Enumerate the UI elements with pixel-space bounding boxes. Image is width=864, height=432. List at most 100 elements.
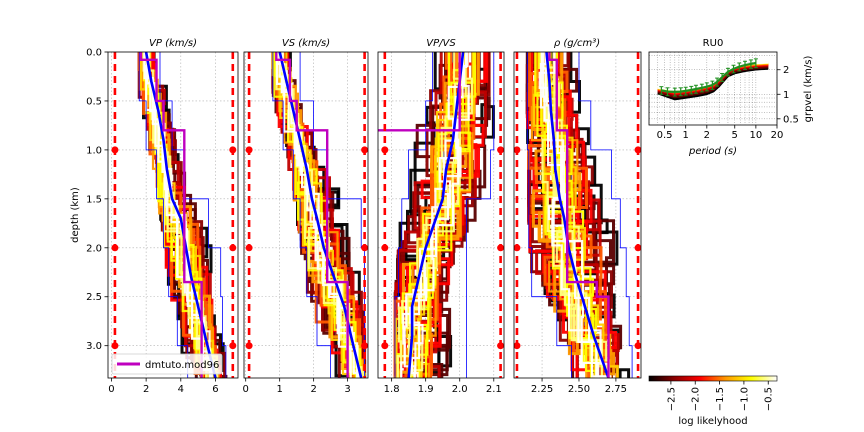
percentile-line bbox=[272, 52, 345, 378]
median-line bbox=[407, 52, 465, 378]
reference-model-line bbox=[548, 52, 610, 378]
vs-plot-area bbox=[244, 52, 368, 378]
prior-bound-marker bbox=[245, 342, 253, 350]
prior-bound-marker bbox=[229, 146, 237, 154]
prior-bound-marker bbox=[634, 146, 641, 154]
prior-bound-marker bbox=[111, 342, 119, 350]
vp-x-axis: 0 2 4 6 bbox=[108, 378, 219, 395]
panel-vs: VS (km/s) 0 1 2 3 bbox=[243, 38, 369, 395]
y-tick-label: 1.5 bbox=[86, 194, 102, 205]
dispersion-x-axis: 0.5 1 2 5 10 20 bbox=[657, 125, 784, 141]
x-tick-label: 6 bbox=[212, 384, 218, 395]
colorbar-gradient bbox=[648, 375, 778, 382]
prior-bound-marker bbox=[634, 342, 641, 350]
colorbar-tick-label: −0.5 bbox=[764, 387, 775, 411]
percentile-line bbox=[159, 52, 227, 378]
x-tick-label: 5 bbox=[732, 130, 738, 141]
percentile-line bbox=[394, 52, 433, 378]
density-title: ρ (g/cm³) bbox=[554, 38, 600, 49]
reference-model-line bbox=[378, 52, 461, 132]
panel-vpvs: VP/VS 1.8 1.9 2.0 2.1 bbox=[377, 38, 505, 395]
x-tick-label: 20 bbox=[771, 130, 784, 141]
x-tick-label: 2 bbox=[310, 384, 316, 395]
y-tick-label: 0.5 bbox=[783, 114, 799, 125]
vs-x-axis: 0 1 2 3 bbox=[243, 378, 351, 395]
predicted-dispersion-curve bbox=[657, 68, 769, 101]
y-tick-label: 0.5 bbox=[86, 96, 102, 107]
x-tick-label: 2 bbox=[704, 130, 710, 141]
x-tick-label: 1.9 bbox=[418, 384, 434, 395]
dispersion-y-axis: 0.5 1 2 bbox=[777, 65, 799, 125]
x-tick-label: 2.25 bbox=[531, 384, 553, 395]
prior-bound-marker bbox=[634, 244, 641, 252]
dispersion-plot-area bbox=[649, 52, 777, 125]
density-x-axis: 2.25 2.50 2.75 bbox=[531, 378, 627, 395]
vp-title: VP (km/s) bbox=[149, 38, 197, 49]
x-tick-label: 2.75 bbox=[605, 384, 627, 395]
reference-model-line bbox=[139, 52, 203, 378]
ensemble-model-line bbox=[143, 52, 215, 378]
ensemble-model-line bbox=[403, 52, 464, 378]
prior-bound-marker bbox=[497, 244, 504, 252]
x-tick-label: 2.1 bbox=[486, 384, 502, 395]
prior-bound-marker bbox=[111, 146, 119, 154]
x-tick-label: 2 bbox=[143, 384, 149, 395]
x-tick-label: 2.50 bbox=[568, 384, 590, 395]
ensemble-model-line bbox=[542, 52, 610, 378]
prior-bound-marker bbox=[361, 244, 368, 252]
y-tick-label: 3.0 bbox=[86, 341, 102, 352]
colorbar: −2.5 −2.0 −1.5 −1.0 −0.5 log likelyhood bbox=[648, 375, 778, 427]
vpvs-plot-area bbox=[378, 52, 504, 378]
vs-frame bbox=[243, 51, 369, 379]
vpvs-frame bbox=[377, 51, 505, 379]
prior-bound-marker bbox=[514, 146, 521, 154]
x-tick-label: 2.0 bbox=[452, 384, 468, 395]
prior-bound-marker bbox=[514, 342, 521, 350]
legend-entry-reference-model: dmtuto.mod96 bbox=[145, 360, 219, 371]
x-tick-label: 10 bbox=[750, 130, 763, 141]
prior-bound-marker bbox=[111, 244, 119, 252]
colorbar-label: log likelyhood bbox=[678, 416, 747, 427]
vpvs-x-axis: 1.8 1.9 2.0 2.1 bbox=[384, 378, 502, 395]
percentile-line bbox=[138, 52, 199, 378]
dispersion-title: RU0 bbox=[703, 38, 724, 49]
prior-bound-marker bbox=[497, 342, 504, 350]
vs-title: VS (km/s) bbox=[282, 38, 330, 49]
prior-bound-marker bbox=[514, 244, 521, 252]
colorbar-tick-label: −1.5 bbox=[715, 387, 726, 411]
y-tick-label: 1.0 bbox=[86, 145, 102, 156]
y-tick-label: 2 bbox=[783, 65, 789, 76]
vpvs-title: VP/VS bbox=[426, 38, 456, 49]
dispersion-ylabel: grpvel (km/s) bbox=[803, 56, 814, 123]
x-tick-label: 3 bbox=[344, 384, 350, 395]
panel-density: ρ (g/cm³) 2.25 2.50 2.75 bbox=[513, 38, 642, 395]
x-tick-label: 1.8 bbox=[384, 384, 400, 395]
vp-y-axis: 0.0 0.5 1.0 1.5 2.0 2.5 3.0 bbox=[86, 48, 108, 352]
y-tick-label: 2.5 bbox=[86, 292, 102, 303]
reference-model-line bbox=[275, 52, 349, 378]
panel-vp: VP (km/s) 0 2 4 6 0.0 0.5 1.0 1.5 2.0 2.5 3.0 dep… bbox=[70, 38, 239, 395]
prior-bound-marker bbox=[361, 342, 368, 350]
panel-dispersion: RU0 0.5 1 2 5 10 20 0.5 1 2 period (s) grpvel (… bbox=[648, 38, 814, 157]
legend-box bbox=[111, 353, 223, 375]
colorbar-tick-label: −1.0 bbox=[739, 387, 750, 411]
density-plot-area bbox=[514, 52, 641, 378]
percentile-line bbox=[578, 52, 633, 378]
vp-plot-area bbox=[108, 52, 238, 378]
prior-bound-marker bbox=[229, 342, 237, 350]
legend: dmtuto.mod96 bbox=[111, 353, 223, 375]
ensemble-model-line bbox=[409, 52, 469, 378]
percentile-line bbox=[466, 52, 495, 378]
y-tick-label: 0.0 bbox=[86, 48, 102, 59]
median-line bbox=[545, 52, 610, 378]
dispersion-frame bbox=[648, 51, 778, 126]
prior-bound-marker bbox=[245, 244, 253, 252]
ensemble-model-line bbox=[545, 52, 611, 378]
x-tick-label: 0 bbox=[243, 384, 249, 395]
x-tick-label: 4 bbox=[178, 384, 184, 395]
x-tick-label: 1 bbox=[276, 384, 282, 395]
dispersion-xlabel: period (s) bbox=[688, 146, 737, 157]
y-tick-label: 1 bbox=[783, 90, 789, 101]
x-tick-label: 0 bbox=[108, 384, 114, 395]
